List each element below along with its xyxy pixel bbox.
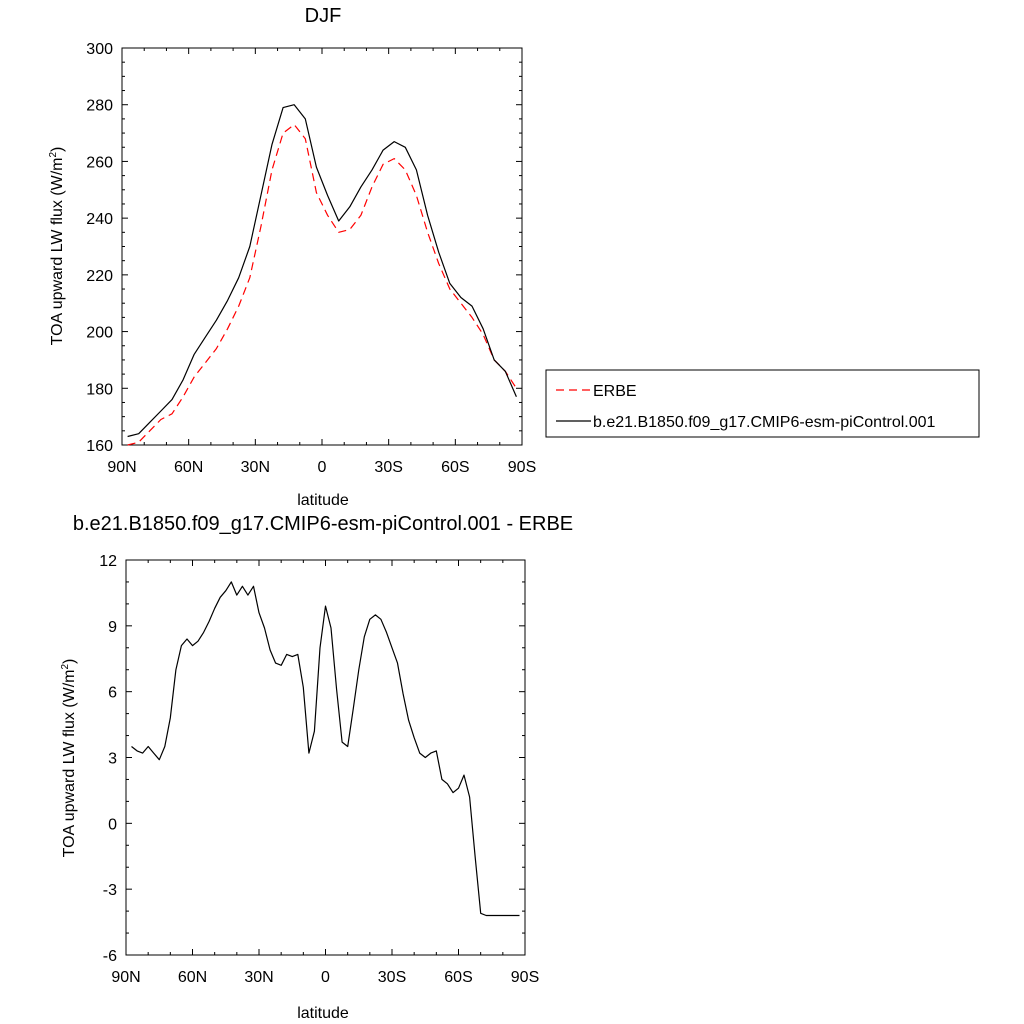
bottom-xtick-label: 60N <box>178 969 207 986</box>
top-y-axis-label: TOA upward LW flux (W/m2) <box>48 147 66 346</box>
top-ytick-label: 280 <box>86 98 113 115</box>
bottom-chart-title: b.e21.B1850.f09_g17.CMIP6-esm-piControl.… <box>73 513 573 535</box>
bottom-ytick-label: 6 <box>108 685 117 702</box>
top-series-line-0 <box>127 123 517 446</box>
top-series <box>127 104 517 446</box>
top-chart-title: DJF <box>305 5 342 27</box>
top-series-line-1 <box>127 104 517 438</box>
top-ytick-label: 240 <box>86 211 113 228</box>
legend-label-erbe: ERBE <box>593 383 637 400</box>
top-y-axis-label-sup: 2 <box>48 152 59 158</box>
top-ytick-label: 300 <box>86 41 113 58</box>
top-xtick-label: 90N <box>107 459 136 476</box>
bottom-xtick-label: 30N <box>244 969 273 986</box>
top-panel: DJF 160 180 200 220 240 260 280 300 90N 60N 30N 0 3… <box>48 5 980 509</box>
top-xtick-label: 90S <box>508 459 536 476</box>
top-ytick-labels: 160 180 200 220 240 260 280 300 <box>86 41 113 455</box>
top-xtick-label: 60N <box>174 459 203 476</box>
bottom-ticks <box>125 559 526 956</box>
top-xtick-label: 60S <box>441 459 469 476</box>
top-x-axis-label: latitude <box>297 492 349 509</box>
bottom-xtick-label: 90S <box>511 969 539 986</box>
bottom-y-axis-label-sup: 2 <box>60 664 71 670</box>
top-ytick-label: 200 <box>86 325 113 342</box>
bottom-x-axis-label: latitude <box>297 1005 349 1022</box>
bottom-ytick-label: 12 <box>99 553 117 570</box>
top-xtick-label: 30N <box>241 459 270 476</box>
bottom-panel: b.e21.B1850.f09_g17.CMIP6-esm-piControl.… <box>60 513 573 1022</box>
bottom-ytick-label: -3 <box>103 882 117 899</box>
bottom-y-axis-label: TOA upward LW flux (W/m2) <box>60 659 78 858</box>
top-plot-frame <box>121 47 523 446</box>
top-xtick-labels: 90N 60N 30N 0 30S 60S 90S <box>107 459 536 476</box>
bottom-series-line-0 <box>131 581 520 917</box>
bottom-xtick-label: 30S <box>378 969 406 986</box>
top-xtick-label: 0 <box>318 459 327 476</box>
bottom-xtick-label: 60S <box>444 969 472 986</box>
legend-label-model: b.e21.B1850.f09_g17.CMIP6-esm-piControl.… <box>593 414 936 431</box>
top-y-axis-label-close: ) <box>49 147 66 152</box>
top-y-axis-label-main: TOA upward LW flux (W/m <box>49 158 66 346</box>
bottom-series <box>131 581 520 917</box>
legend: ERBE b.e21.B1850.f09_g17.CMIP6-esm-piCon… <box>545 369 980 438</box>
bottom-xtick-label: 0 <box>321 969 330 986</box>
bottom-ytick-label: 3 <box>108 751 117 768</box>
bottom-y-axis-label-main: TOA upward LW flux (W/m <box>61 670 78 858</box>
top-ticks <box>121 47 523 446</box>
bottom-y-axis-label-close: ) <box>61 659 78 664</box>
bottom-ytick-label: -6 <box>103 948 117 965</box>
bottom-ytick-label: 9 <box>108 619 117 636</box>
bottom-xtick-label: 90N <box>111 969 140 986</box>
top-ytick-label: 180 <box>86 381 113 398</box>
legend-box <box>545 369 980 438</box>
bottom-ytick-label: 0 <box>108 816 117 833</box>
top-ytick-label: 220 <box>86 268 113 285</box>
bottom-plot-frame <box>125 559 526 956</box>
bottom-xtick-labels: 90N 60N 30N 0 30S 60S 90S <box>111 969 539 986</box>
bottom-ytick-labels: -6 -3 0 3 6 9 12 <box>99 553 117 965</box>
top-ytick-label: 260 <box>86 154 113 171</box>
top-ytick-label: 160 <box>86 438 113 455</box>
top-xtick-label: 30S <box>374 459 402 476</box>
